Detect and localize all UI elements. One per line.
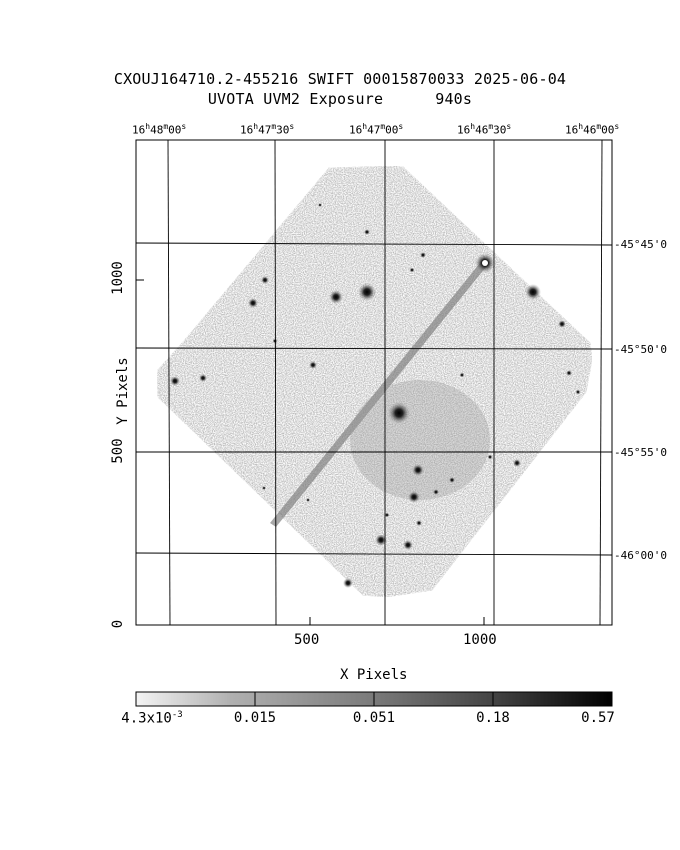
- source: [412, 464, 424, 476]
- source: [329, 290, 343, 304]
- colorbar-tick-3: 0.18: [476, 710, 510, 726]
- source: [433, 489, 439, 495]
- source: [318, 203, 322, 207]
- tick-marks: [136, 279, 485, 626]
- x-tick-1000: 1000: [463, 632, 497, 648]
- colorbar-tick-2: 0.051: [352, 710, 396, 726]
- source: [261, 276, 269, 284]
- y-axis-label: Y Pixels: [115, 357, 131, 425]
- ra-tick-3: 16h46m30s: [457, 122, 512, 137]
- dec-tick-1: -45°50'0: [614, 343, 667, 356]
- dec-tick-2: -45°55'0: [614, 446, 667, 459]
- source: [384, 512, 390, 518]
- source: [459, 372, 465, 378]
- source: [487, 454, 493, 460]
- source: [388, 402, 410, 424]
- colorbar-tick-4: 0.57: [581, 710, 615, 726]
- source: [513, 459, 521, 467]
- x-axis-label: X Pixels: [340, 667, 408, 683]
- source: [449, 477, 455, 483]
- source: [558, 320, 566, 328]
- x-tick-500: 500: [294, 632, 320, 648]
- image-title-line1: CXOUJ164710.2-455216 SWIFT 00015870033 2…: [113, 70, 567, 88]
- source: [309, 361, 317, 369]
- source: [416, 520, 422, 526]
- image-title-line2: UVOTA UVM2 Exposure 940s: [0, 90, 680, 108]
- source: [343, 578, 353, 588]
- source: [575, 389, 581, 395]
- source: [364, 229, 370, 235]
- colorbar-ticks: [254, 692, 494, 706]
- coordinate-grid: [135, 139, 613, 626]
- exposure-footprint: [156, 165, 593, 598]
- sources: [170, 203, 581, 588]
- source: [170, 376, 180, 386]
- source: [408, 491, 420, 503]
- source: [525, 284, 541, 300]
- y-tick-1000: 1000: [110, 261, 126, 295]
- source: [248, 298, 258, 308]
- colorbar-tick-1: 0.015: [233, 710, 277, 726]
- ra-tick-1: 16h47m30s: [240, 122, 295, 137]
- source: [375, 534, 387, 546]
- source: [199, 374, 207, 382]
- dec-tick-3: -46°00'0: [614, 549, 667, 562]
- plot-frame: [135, 139, 613, 626]
- colorbar-min-label: 4.3x10-3: [121, 710, 183, 727]
- source: [409, 267, 415, 273]
- y-tick-0: 0: [110, 619, 126, 629]
- readout-streak: [270, 258, 490, 527]
- ra-tick-2: 16h47m00s: [349, 122, 404, 137]
- diffuse-glow: [350, 380, 490, 500]
- source: [306, 498, 310, 502]
- source: [420, 252, 426, 258]
- exposure-value: 940s: [435, 90, 473, 108]
- ra-tick-4: 16h46m00s: [565, 122, 620, 137]
- dec-tick-0: -45°45'0: [614, 238, 667, 251]
- source: [403, 540, 413, 550]
- source: [566, 370, 572, 376]
- source: [358, 283, 376, 301]
- source: [262, 486, 266, 490]
- source-core: [482, 260, 488, 266]
- ra-tick-0: 16h48m00s: [132, 122, 187, 137]
- instrument-exposure-label: UVOTA UVM2 Exposure: [207, 90, 384, 108]
